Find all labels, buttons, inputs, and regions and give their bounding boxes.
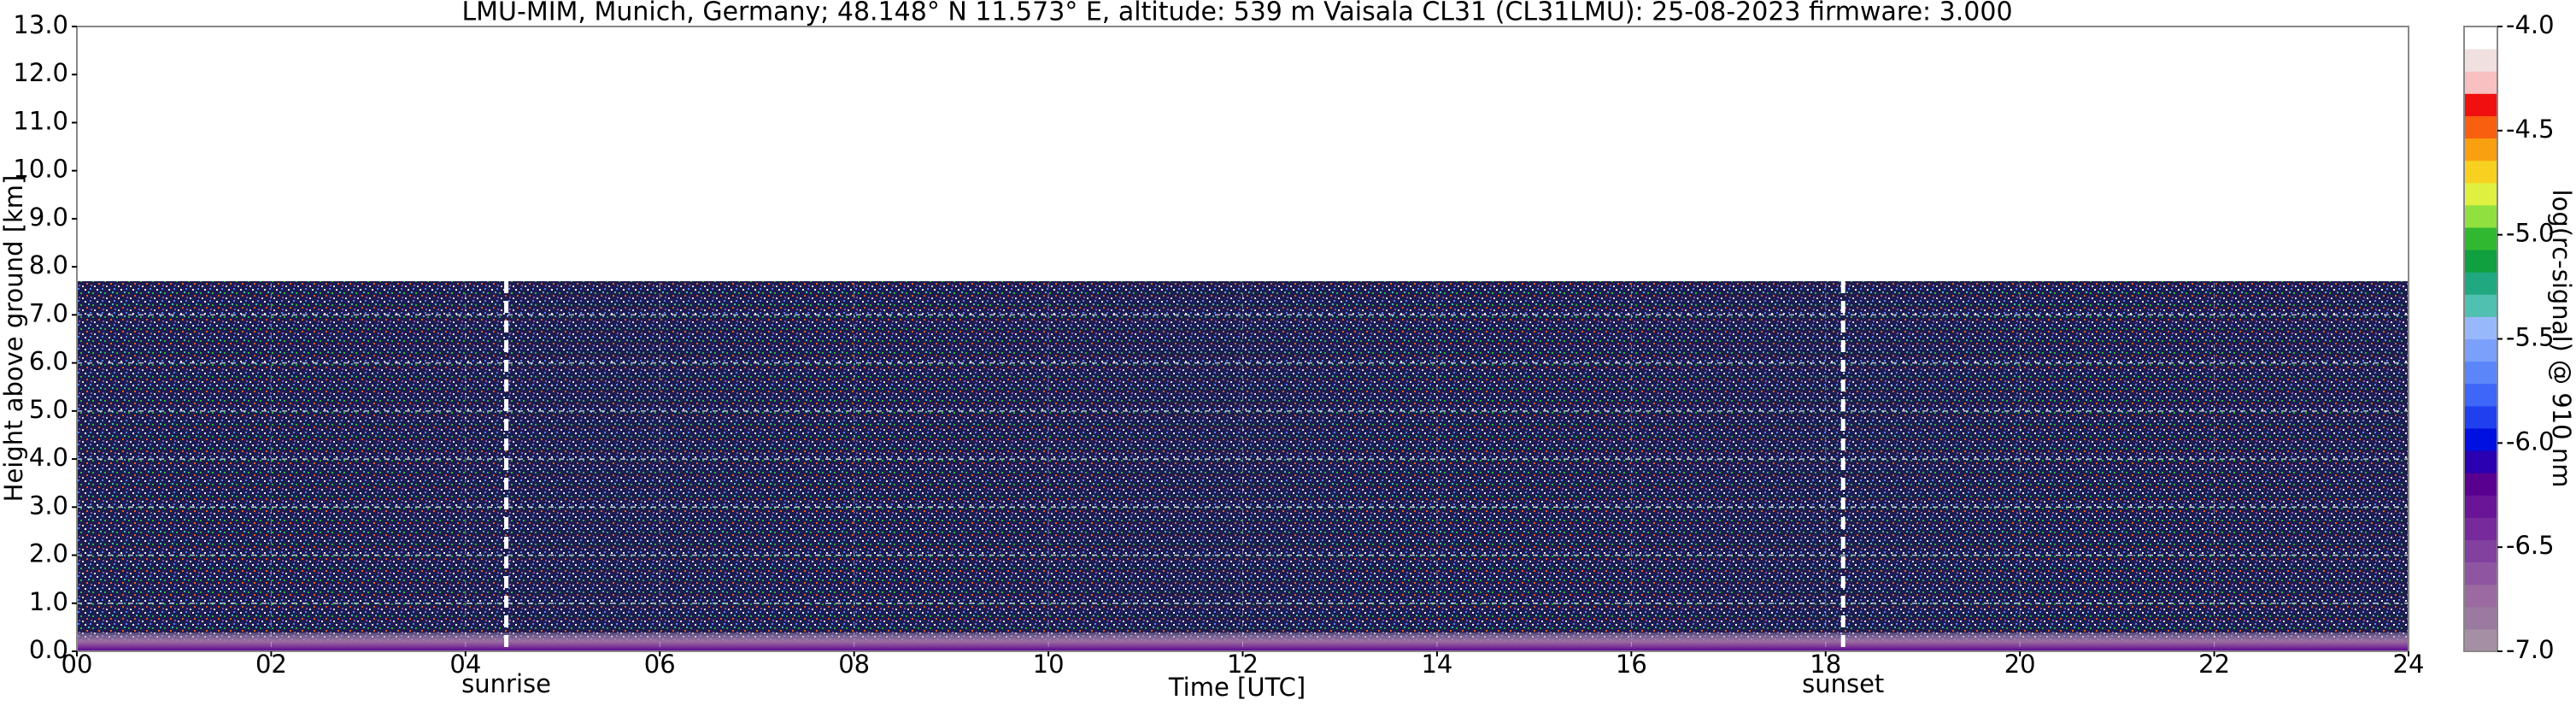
colorbar-band (2464, 71, 2497, 94)
y-tick-label: 9.0 (29, 203, 68, 232)
y-tick-label: 3.0 (29, 491, 68, 520)
colorbar-band (2464, 584, 2497, 608)
colorbar-band (2464, 316, 2497, 339)
y-axis-label: Height above ground [km] (0, 175, 28, 503)
colorbar-band (2464, 539, 2497, 563)
colorbar-band (2464, 562, 2497, 585)
colorbar-band (2464, 427, 2497, 451)
y-tick-label: 7.0 (29, 298, 68, 327)
colorbar-tick-label: -5.0 (2506, 219, 2555, 248)
colorbar-tick-label: -4.0 (2506, 10, 2555, 39)
y-tick-label: 10.0 (13, 155, 68, 184)
colorbar-band (2464, 628, 2497, 652)
colorbar-band (2464, 294, 2497, 317)
colorbar-band (2464, 473, 2497, 496)
colorbar-band (2464, 93, 2497, 116)
colorbar-band (2464, 115, 2497, 139)
annotation-label: sunset (1802, 669, 1884, 698)
colorbar-band (2464, 160, 2497, 184)
annotation-label: sunrise (461, 669, 551, 698)
colorbar-band (2464, 338, 2497, 362)
colorbar-band (2464, 272, 2497, 295)
colorbar-band (2464, 26, 2497, 50)
colorbar-band (2464, 49, 2497, 72)
colorbar-band (2464, 182, 2497, 206)
y-tick-label: 0.0 (29, 635, 68, 664)
colorbar-label: log(rc-signal) @ 910 nm (2547, 190, 2576, 488)
y-tick-label: 2.0 (29, 539, 68, 568)
colorbar-tick-label: -6.5 (2506, 531, 2555, 560)
y-tick-label: 12.0 (13, 58, 68, 87)
colorbar-band (2464, 250, 2497, 273)
colorbar-band (2464, 204, 2497, 228)
colorbar-band (2464, 495, 2497, 518)
y-tick-label: 1.0 (29, 587, 68, 616)
y-tick-label: 4.0 (29, 443, 68, 472)
chart-title: LMU-MIM, Munich, Germany; 48.148° N 11.5… (461, 0, 2012, 27)
colorbar-tick-label: -4.5 (2506, 115, 2555, 144)
x-axis-label: Time [UTC] (1168, 673, 1306, 702)
colorbar-band (2464, 606, 2497, 630)
surface-layer (77, 632, 2409, 651)
colorbar-tick-label: -5.5 (2506, 323, 2555, 352)
y-tick-label: 5.0 (29, 395, 68, 424)
colorbar-band (2464, 383, 2497, 407)
colorbar-band (2464, 227, 2497, 250)
colorbar-band (2464, 405, 2497, 429)
colorbar-band (2464, 138, 2497, 162)
backscatter-field (77, 281, 2409, 651)
colorbar-band (2464, 450, 2497, 474)
colorbar-tick-label: -6.0 (2506, 427, 2555, 456)
y-tick-label: 6.0 (29, 347, 68, 376)
colorbar-tick-label: -7.0 (2506, 635, 2555, 664)
y-tick-label: 11.0 (13, 106, 68, 135)
y-tick-label: 8.0 (29, 250, 68, 279)
colorbar-band (2464, 361, 2497, 385)
y-tick-label: 13.0 (13, 10, 68, 39)
colorbar-band (2464, 517, 2497, 540)
